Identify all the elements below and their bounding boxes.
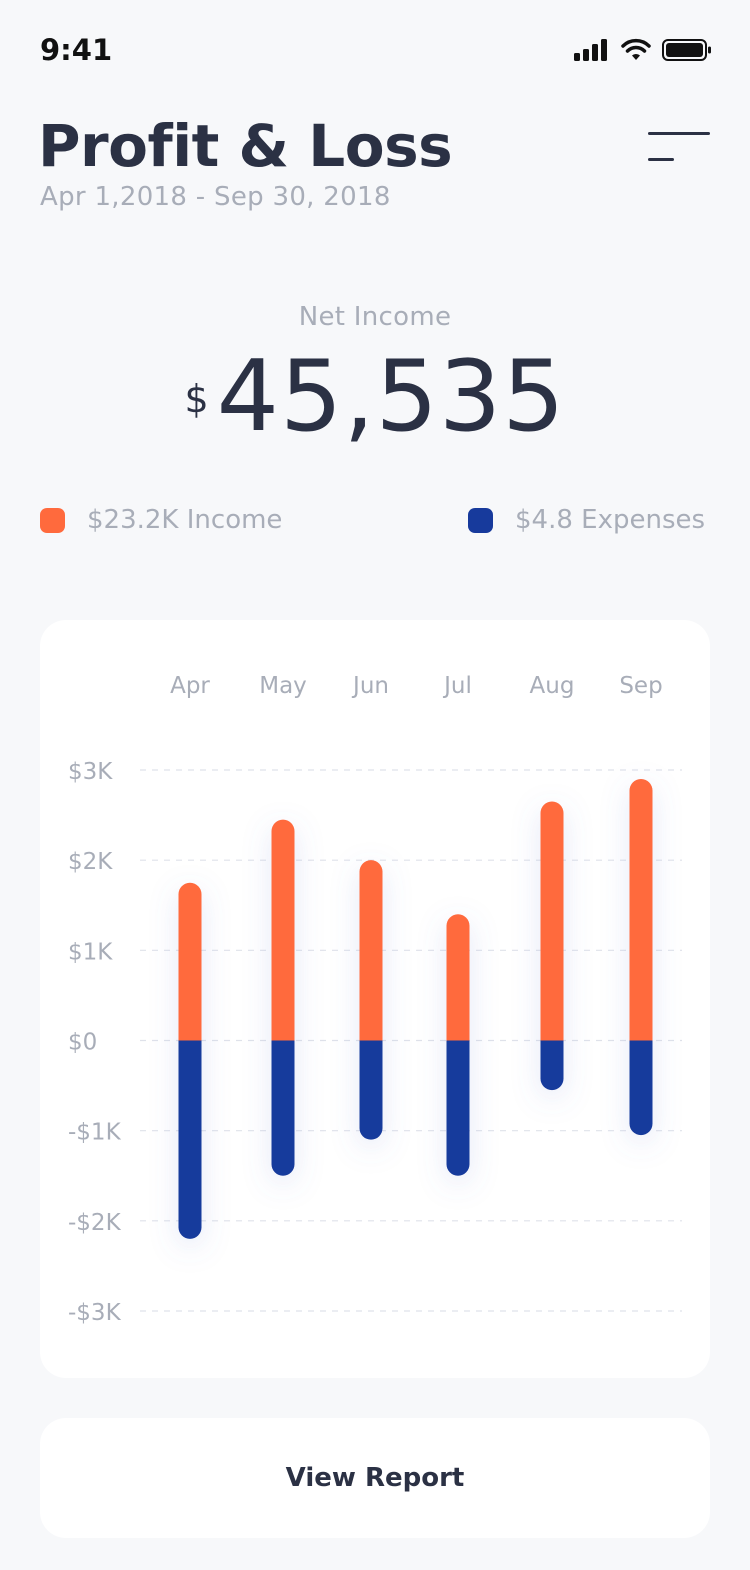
y-tick-label: -$1K	[68, 1120, 122, 1146]
legend-income-dot	[40, 507, 65, 533]
legend-income: $23.2K Income	[40, 505, 282, 535]
bar-group	[359, 860, 383, 1140]
page-title: Profit & Loss	[38, 112, 453, 180]
bar-group	[271, 819, 295, 1176]
legend-expenses: $4.8 Expenses	[468, 505, 705, 535]
x-tick-label: Sep	[619, 673, 662, 699]
net-income-currency: $	[184, 377, 209, 421]
menu-button[interactable]	[642, 126, 714, 166]
expense-bar	[540, 1040, 564, 1091]
net-income-label: Net Income	[298, 302, 452, 332]
legend-income-label: $23.2K Income	[87, 505, 283, 535]
income-bar	[271, 819, 295, 1041]
income-bar	[446, 914, 470, 1041]
status-time: 9:41	[40, 33, 113, 67]
x-tick-label: Jul	[442, 673, 472, 699]
y-tick-label: -$3K	[68, 1300, 122, 1326]
y-tick-label: $3K	[68, 759, 113, 785]
view-report-button[interactable]: View Report	[40, 1418, 710, 1538]
x-tick-label: Jun	[351, 673, 389, 699]
bar-group	[540, 801, 564, 1091]
net-income-amount: 45,535	[216, 340, 566, 454]
date-range: Apr 1,2018 - Sep 30, 2018	[40, 182, 391, 212]
x-tick-label: Aug	[530, 673, 575, 699]
expense-bar	[446, 1040, 470, 1176]
y-tick-label: $2K	[68, 849, 113, 875]
battery-icon	[662, 39, 711, 61]
expense-bar	[178, 1040, 202, 1239]
expense-bar	[359, 1040, 383, 1140]
income-bar	[629, 779, 653, 1041]
x-tick-label: May	[259, 673, 307, 699]
x-tick-label: Apr	[170, 673, 210, 699]
profit-loss-chart: $3K $2K $1K $0 -$1K -$2K -$3K Apr May Jun Jul Aug Se…	[68, 673, 682, 1326]
y-tick-label: -$2K	[68, 1210, 122, 1236]
legend-expenses-dot	[468, 507, 493, 533]
signal-icon	[574, 39, 607, 61]
status-bar: 9:41	[0, 0, 750, 100]
bar-group	[178, 882, 202, 1239]
net-income-value: $45,535	[0, 340, 750, 454]
y-tick-label: $0	[68, 1030, 97, 1056]
y-tick-label: $1K	[68, 939, 113, 965]
chart-card: $3K $2K $1K $0 -$1K -$2K -$3K Apr May Jun Jul Aug Se…	[40, 620, 710, 1378]
bar-group	[629, 779, 653, 1136]
wifi-icon	[621, 38, 651, 60]
bar-group	[446, 914, 470, 1176]
status-icons	[574, 38, 712, 62]
income-bar	[540, 801, 564, 1041]
income-bar	[178, 882, 202, 1041]
legend-expenses-label: $4.8 Expenses	[515, 505, 706, 535]
income-bar	[359, 860, 383, 1041]
expense-bar	[629, 1040, 653, 1136]
expense-bar	[271, 1040, 295, 1176]
